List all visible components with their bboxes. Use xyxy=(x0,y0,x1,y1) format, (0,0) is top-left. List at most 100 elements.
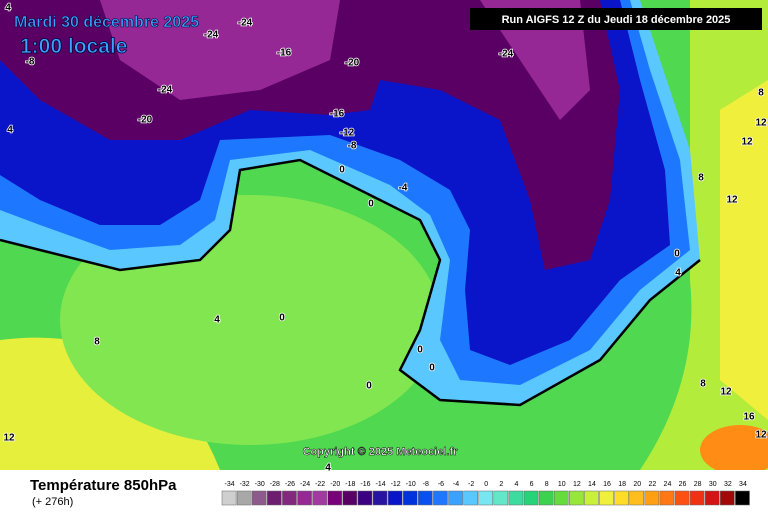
contour-label: -24 xyxy=(204,30,219,41)
legend-swatch xyxy=(327,490,343,506)
legend-swatch xyxy=(659,490,675,506)
legend-label: 28 xyxy=(694,481,702,488)
legend-swatch xyxy=(569,490,584,506)
lead-time: (+ 276h) xyxy=(32,496,73,508)
legend-label: 18 xyxy=(618,481,626,488)
contour-label: 16 xyxy=(743,412,755,423)
contour-label: 8 xyxy=(698,173,704,184)
contour-label: 0 xyxy=(366,381,372,392)
legend-label: -6 xyxy=(438,481,444,488)
legend-label: 10 xyxy=(558,481,566,488)
contour-label: 0 xyxy=(429,363,435,374)
legend-label: -22 xyxy=(315,481,325,488)
legend-swatch xyxy=(372,490,388,506)
legend-label: -34 xyxy=(224,481,234,488)
run-info: Run AIGFS 12 Z du Jeudi 18 décembre 2025 xyxy=(502,14,731,26)
contour-label: -20 xyxy=(345,58,360,69)
legend-label: -24 xyxy=(300,481,310,488)
legend-label: 30 xyxy=(709,481,717,488)
contour-label: 12 xyxy=(726,195,738,206)
legend-swatch xyxy=(689,490,705,506)
legend-label: -28 xyxy=(270,481,280,488)
legend-label: 26 xyxy=(679,481,687,488)
legend-swatch xyxy=(674,490,690,506)
contour-label: 12 xyxy=(3,433,15,444)
warm-zone xyxy=(720,80,768,420)
legend-label: 34 xyxy=(739,481,747,488)
legend-swatch xyxy=(267,490,282,506)
forecast-time: 1:00 locale xyxy=(20,35,127,58)
legend-swatch xyxy=(357,490,373,506)
legend-label: 32 xyxy=(724,481,732,488)
legend-label: 8 xyxy=(545,481,549,488)
copyright: Copyright © 2025 Meteociel.fr xyxy=(303,446,459,458)
zero-isotherm xyxy=(0,158,701,407)
legend-label: 16 xyxy=(603,481,611,488)
legend-swatch xyxy=(614,490,629,506)
legend-swatch xyxy=(251,490,267,506)
legend-label: -4 xyxy=(453,481,459,488)
contour-label: 4 xyxy=(675,268,681,279)
contour-label: 4 xyxy=(7,125,13,136)
legend-swatch xyxy=(735,490,750,506)
legend-swatch xyxy=(553,490,569,506)
contour-label: 12 xyxy=(755,118,767,129)
contour-label: -8 xyxy=(26,57,35,68)
warm-zone xyxy=(700,425,768,475)
legend-label: 2 xyxy=(499,481,503,488)
legend-label: 12 xyxy=(573,481,581,488)
very-cold-zone xyxy=(100,0,590,120)
legend-swatch xyxy=(463,490,478,506)
legend-label: 4 xyxy=(514,481,518,488)
legend-label: -32 xyxy=(240,481,250,488)
forecast-date: Mardi 30 décembre 2025 xyxy=(14,14,199,31)
contour-label: -12 xyxy=(340,128,355,139)
legend-label: -8 xyxy=(423,481,429,488)
field-title: Température 850hPa xyxy=(30,477,177,494)
contour-label: 4 xyxy=(5,3,11,14)
legend-swatch xyxy=(282,490,297,506)
contour-label: -24 xyxy=(158,85,173,96)
legend-label: -30 xyxy=(255,481,265,488)
contour-label: -16 xyxy=(277,48,292,59)
legend-swatch xyxy=(312,490,327,506)
legend-label: 14 xyxy=(588,481,596,488)
contour-label: 8 xyxy=(94,337,100,348)
legend-label: -16 xyxy=(360,481,370,488)
legend-label: -26 xyxy=(285,481,295,488)
legend-label: 24 xyxy=(664,481,672,488)
contour-label: 12 xyxy=(741,137,753,148)
contour-label: 12 xyxy=(755,430,767,441)
contour-label: 0 xyxy=(279,313,285,324)
legend-label: 20 xyxy=(633,481,641,488)
contour-label: 4 xyxy=(325,463,331,474)
contour-label: -16 xyxy=(330,109,345,120)
legend-swatch xyxy=(629,490,645,506)
contour-label: 8 xyxy=(758,88,764,99)
legend-swatch xyxy=(448,490,463,506)
legend-label: -14 xyxy=(375,481,385,488)
contour-label: -24 xyxy=(499,49,514,60)
contour-label: -20 xyxy=(138,115,153,126)
legend-swatch xyxy=(538,490,554,506)
contour-label: 8 xyxy=(700,379,706,390)
contour-label: 4 xyxy=(214,315,220,326)
legend-swatch xyxy=(493,490,509,506)
legend-label: -10 xyxy=(406,481,416,488)
legend-swatch xyxy=(402,490,418,506)
legend-label: 0 xyxy=(484,481,488,488)
legend-swatch xyxy=(418,490,433,506)
contour-label: 0 xyxy=(368,199,374,210)
run-box xyxy=(470,8,762,30)
legend-swatch xyxy=(508,490,524,506)
legend-swatch xyxy=(478,490,494,506)
legend-label: -12 xyxy=(391,481,401,488)
contour-label: 12 xyxy=(720,387,732,398)
contour-label: -24 xyxy=(238,18,253,29)
contour-label: 0 xyxy=(674,249,680,260)
legend-label: -2 xyxy=(468,481,474,488)
contour-label: -8 xyxy=(348,141,357,152)
legend-swatch xyxy=(221,490,237,506)
legend-swatch xyxy=(297,490,312,506)
